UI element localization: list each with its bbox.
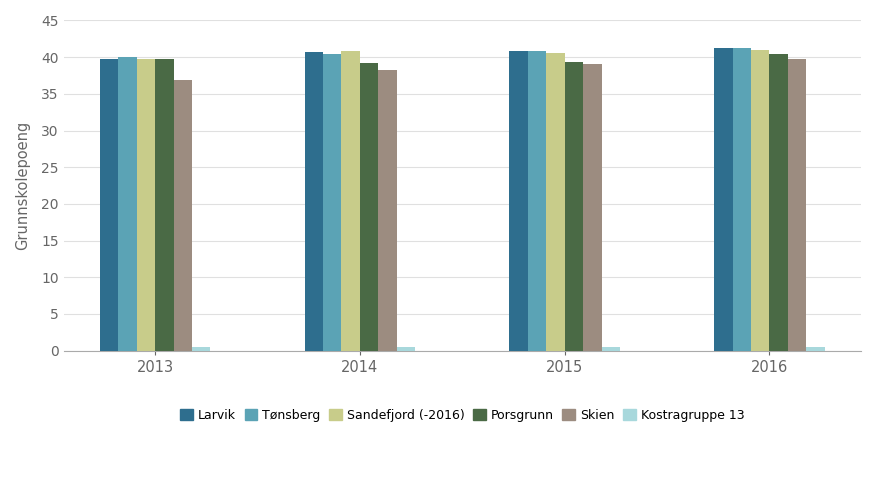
Bar <box>305 52 323 351</box>
Y-axis label: Grunnskolepoeng: Grunnskolepoeng <box>15 121 30 250</box>
Bar <box>173 80 192 351</box>
Bar <box>118 57 137 351</box>
Bar <box>732 47 751 351</box>
Bar <box>547 53 565 351</box>
Bar <box>769 54 788 351</box>
Bar <box>806 347 825 351</box>
Bar <box>565 62 583 351</box>
Bar <box>510 51 528 351</box>
Bar <box>602 347 620 351</box>
Bar <box>788 59 806 351</box>
Bar <box>137 59 155 351</box>
Bar <box>528 51 547 351</box>
Bar <box>100 59 118 351</box>
Bar <box>155 59 173 351</box>
Bar <box>583 64 602 351</box>
Bar <box>397 347 415 351</box>
Bar <box>360 63 378 351</box>
Bar <box>323 54 342 351</box>
Bar <box>192 347 210 351</box>
Bar <box>714 47 732 351</box>
Bar <box>378 70 397 351</box>
Bar <box>342 50 360 351</box>
Bar <box>751 50 769 351</box>
Legend: Larvik, Tønsberg, Sandefjord (-2016), Porsgrunn, Skien, Kostragruppe 13: Larvik, Tønsberg, Sandefjord (-2016), Po… <box>175 404 749 427</box>
